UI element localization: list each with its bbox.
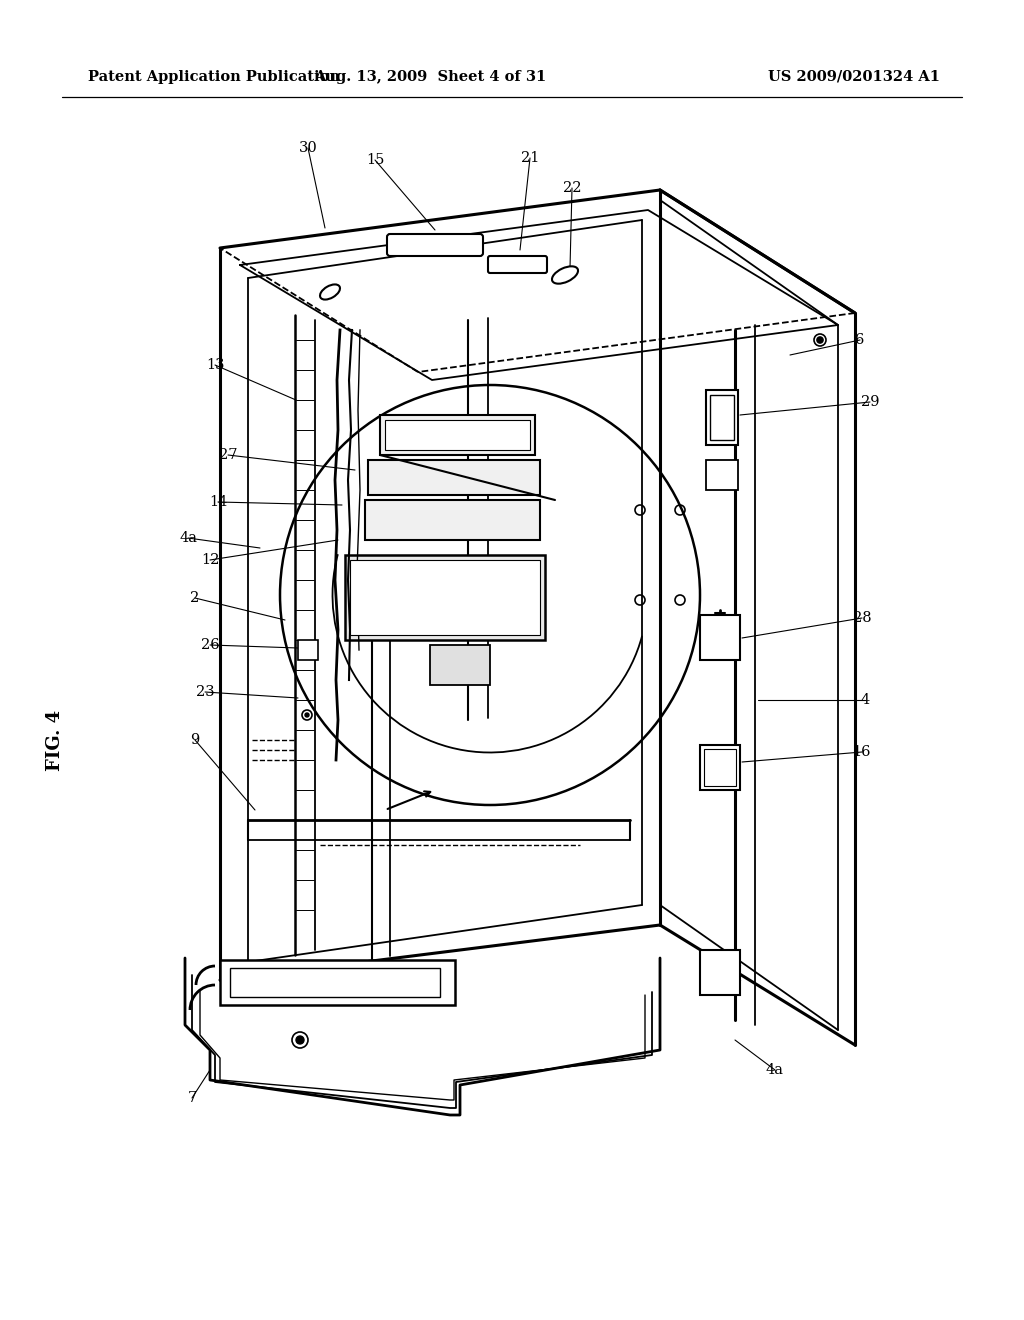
- Bar: [345, 554, 545, 640]
- Bar: [368, 459, 540, 495]
- Bar: [700, 615, 740, 660]
- Text: 4a: 4a: [179, 531, 197, 545]
- Circle shape: [296, 1036, 304, 1044]
- Text: US 2009/0201324 A1: US 2009/0201324 A1: [768, 70, 940, 84]
- Circle shape: [817, 337, 823, 343]
- Text: FIG. 4: FIG. 4: [46, 709, 63, 771]
- Text: 4a: 4a: [766, 1063, 784, 1077]
- FancyBboxPatch shape: [488, 256, 547, 273]
- Ellipse shape: [321, 284, 340, 300]
- Text: 7: 7: [187, 1092, 197, 1105]
- Text: 15: 15: [366, 153, 384, 168]
- Bar: [365, 500, 540, 540]
- Bar: [700, 950, 740, 995]
- Text: Patent Application Publication: Patent Application Publication: [88, 70, 340, 84]
- Text: 13: 13: [206, 358, 224, 372]
- Text: 30: 30: [299, 141, 317, 154]
- Text: 26: 26: [201, 638, 219, 652]
- Text: 9: 9: [190, 733, 200, 747]
- Text: 22: 22: [563, 181, 582, 195]
- Text: 6: 6: [855, 333, 864, 347]
- Bar: [230, 968, 440, 997]
- Text: 28: 28: [853, 611, 871, 624]
- Bar: [385, 420, 530, 450]
- FancyBboxPatch shape: [387, 234, 483, 256]
- Text: 29: 29: [861, 395, 880, 409]
- Bar: [706, 389, 738, 445]
- Bar: [380, 414, 535, 455]
- Bar: [350, 560, 540, 635]
- Text: 14: 14: [209, 495, 227, 510]
- Text: 21: 21: [521, 150, 540, 165]
- Bar: [298, 640, 318, 660]
- Text: 16: 16: [853, 744, 871, 759]
- Bar: [710, 395, 734, 440]
- Text: 12: 12: [201, 553, 219, 568]
- Text: 23: 23: [196, 685, 214, 700]
- Bar: [430, 645, 490, 685]
- Bar: [705, 748, 736, 785]
- Text: 27: 27: [219, 447, 238, 462]
- Bar: [706, 459, 738, 490]
- Ellipse shape: [552, 267, 578, 284]
- Bar: [700, 744, 740, 789]
- Text: Aug. 13, 2009  Sheet 4 of 31: Aug. 13, 2009 Sheet 4 of 31: [314, 70, 546, 84]
- Circle shape: [305, 713, 309, 717]
- Text: 4: 4: [860, 693, 869, 708]
- Bar: [220, 960, 455, 1005]
- Text: 2: 2: [190, 591, 200, 605]
